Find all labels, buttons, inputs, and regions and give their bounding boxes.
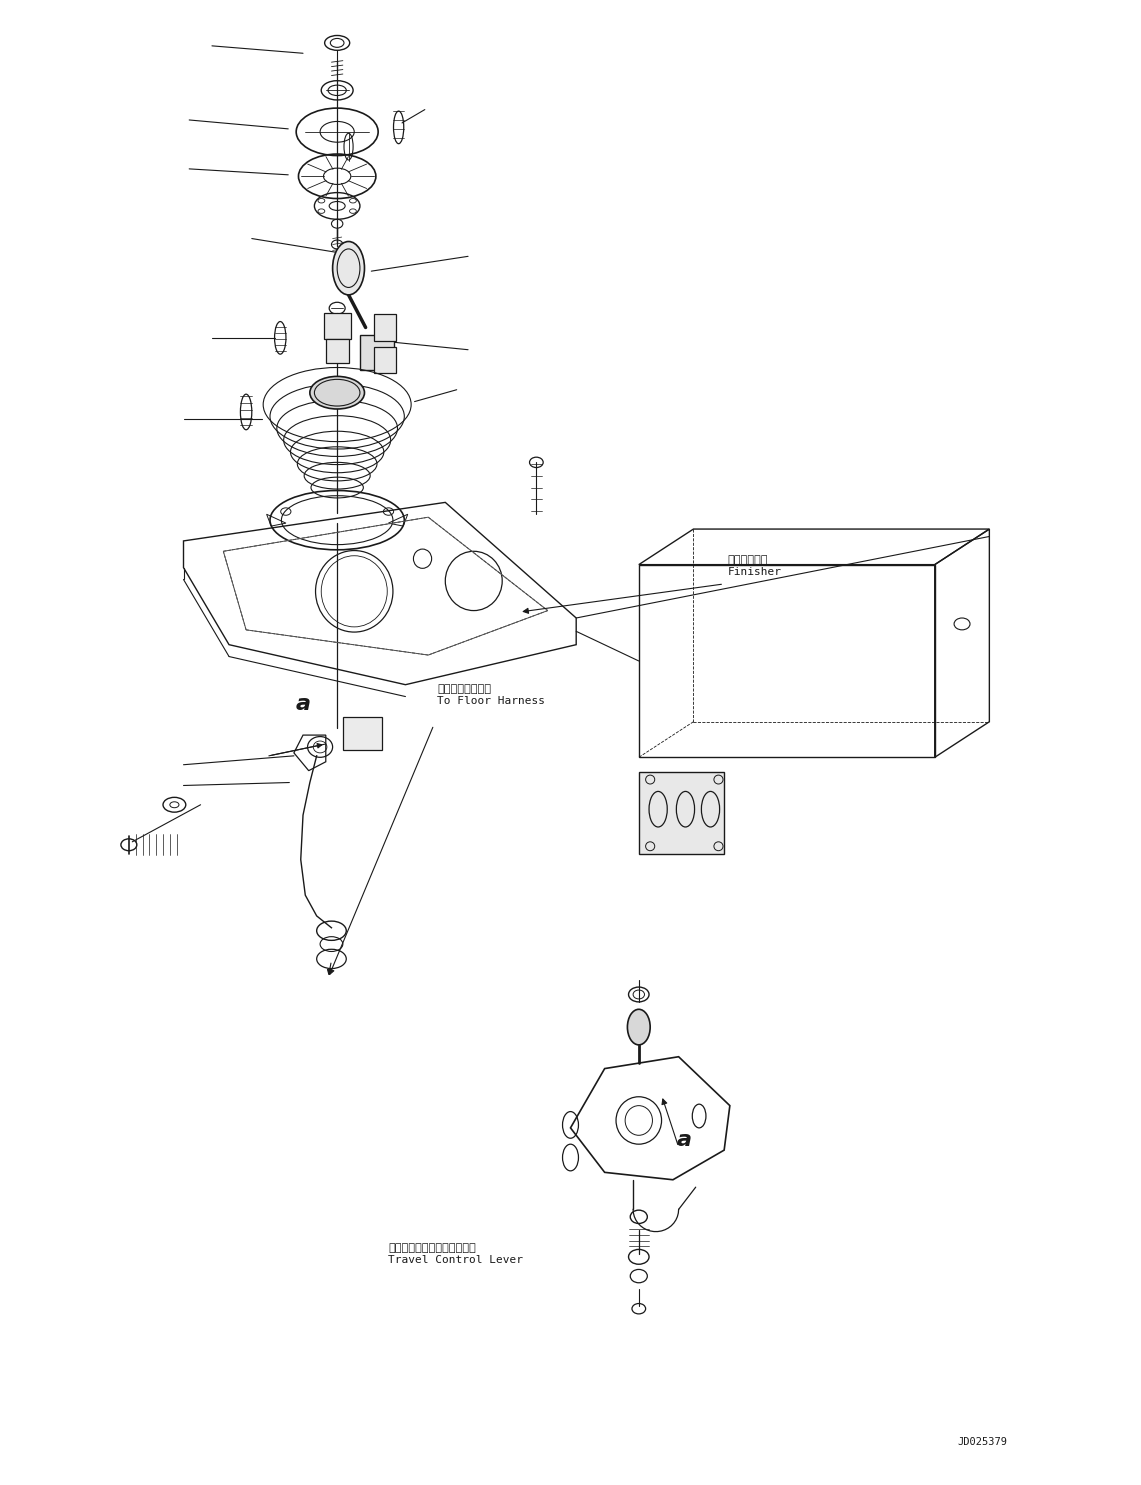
Text: a: a: [296, 693, 310, 714]
Ellipse shape: [310, 376, 364, 408]
Bar: [326, 340, 348, 362]
Bar: [342, 717, 381, 750]
Bar: [373, 346, 396, 373]
Text: トラベルコントロールレバー
Travel Control Lever: トラベルコントロールレバー Travel Control Lever: [388, 1243, 524, 1265]
Bar: [639, 772, 725, 854]
Text: JD025379: JD025379: [957, 1437, 1008, 1446]
Bar: [324, 313, 350, 340]
Ellipse shape: [628, 1010, 650, 1045]
Text: a: a: [677, 1130, 691, 1149]
Text: フロアハーネスへ
To Floor Harness: フロアハーネスへ To Floor Harness: [437, 685, 545, 705]
Bar: [359, 336, 394, 370]
Bar: [373, 315, 396, 342]
Ellipse shape: [333, 242, 364, 296]
Text: フィニッシャ
Finisher: フィニッシャ Finisher: [728, 555, 782, 576]
